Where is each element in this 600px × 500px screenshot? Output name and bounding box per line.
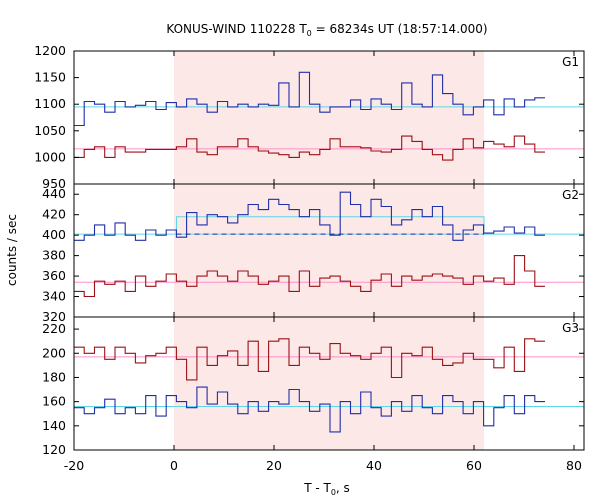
y-tick-label-g2-360: 360	[42, 268, 66, 283]
y-tick-label-g1-1200: 1200	[34, 43, 66, 58]
series-red-g2	[74, 255, 545, 298]
x-tick-label-0: 0	[170, 458, 178, 473]
burst-interval-shade-g2	[174, 184, 484, 317]
y-tick-label-g2-380: 380	[42, 248, 66, 263]
y-tick-label-g3-180: 180	[42, 369, 66, 384]
y-tick-label-g2-340: 340	[42, 289, 66, 304]
x-tick-label-40: 40	[366, 458, 382, 473]
panel-label-g3: G3	[562, 321, 579, 335]
series-blue-g3	[74, 386, 545, 433]
series-red-g1	[74, 135, 545, 161]
y-tick-label-g1-1100: 1100	[34, 96, 66, 111]
series-blue-g1	[74, 71, 545, 127]
y-tick-label-g3-220: 220	[42, 321, 66, 336]
burst-interval-shade-g1	[174, 51, 484, 184]
x-tick-label--20: -20	[64, 458, 84, 473]
y-tick-label-g2-320: 320	[42, 309, 66, 324]
x-tick-label-80: 80	[566, 458, 582, 473]
panel-frame-g3	[73, 316, 585, 451]
y-tick-label-g3-160: 160	[42, 394, 66, 409]
y-tick-label-g3-140: 140	[42, 418, 66, 433]
x-tick-label-20: 20	[266, 458, 282, 473]
y-tick-label-g1-950: 950	[42, 176, 66, 191]
y-tick-label-g2-440: 440	[42, 186, 66, 201]
y-tick-label-g1-1000: 1000	[34, 149, 66, 164]
y-tick-label-g3-200: 200	[42, 345, 66, 360]
y-tick-label-g1-1150: 1150	[34, 70, 66, 85]
x-tick-label-60: 60	[466, 458, 482, 473]
y-tick-label-g2-400: 400	[42, 227, 66, 242]
series-blue-g2	[74, 191, 545, 241]
chart-title: KONUS-WIND 110228 T0 = 68234s UT (18:57:…	[166, 22, 487, 38]
panel-label-g2: G2	[562, 188, 579, 202]
series-red-g3	[74, 338, 545, 381]
y-tick-label-g1-1050: 1050	[34, 123, 66, 138]
panel-label-g1: G1	[562, 55, 579, 69]
y-tick-label-g3-120: 120	[42, 442, 66, 457]
y-tick-label-g2-420: 420	[42, 207, 66, 222]
x-axis-label: T - T0, s	[303, 481, 350, 497]
y-axis-label: counts / sec	[5, 214, 19, 286]
plot-layer: 95010001050110011501200G1320340360380400…	[34, 43, 585, 473]
burst-interval-shade-g3	[174, 317, 484, 450]
